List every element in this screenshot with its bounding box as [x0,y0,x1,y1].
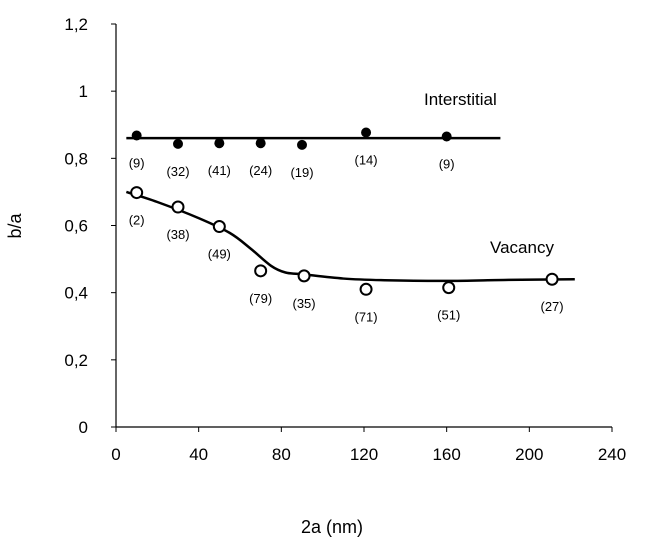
interstitial-count-label: (32) [166,164,189,179]
count-labels: (9) (32) (41) (24) (19) (14) (9) (2) (38) (49) (79… [129,152,564,324]
interstitial-count-label: (24) [249,163,272,178]
x-tick-label: 40 [189,445,208,464]
vacancy-point [212,220,226,234]
x-axis-label: 2a (nm) [301,517,363,537]
interstitial-count-label: (14) [355,152,378,167]
interstitial-count-label: (19) [290,165,313,180]
vacancy-point [130,186,144,200]
vacancy-count-label: (38) [166,227,189,242]
vacancy-point [442,281,456,295]
interstitial-count-label: (9) [129,155,145,170]
vacancy-point [297,269,311,283]
y-axis-label: b/a [5,213,25,239]
vacancy-point [171,200,185,214]
vacancy-point [254,264,268,278]
vacancy-count-label: (71) [355,309,378,324]
x-tick-label: 80 [272,445,291,464]
vacancy-count-label: (79) [249,291,272,306]
series-label-interstitial: Interstitial [424,90,497,109]
interstitial-point [131,130,142,141]
interstitial-count-label: (41) [208,163,231,178]
x-tick-label: 200 [515,445,543,464]
y-tick-label: 0,8 [64,149,88,168]
axes [115,24,612,428]
vacancy-count-label: (27) [541,299,564,314]
interstitial-point [255,138,266,149]
series-label-vacancy: Vacancy [490,238,554,257]
x-tick-label: 160 [432,445,460,464]
fit-lines [125,136,575,283]
tick-labels: 0 40 80 120 160 200 240 0 0,2 0,4 0,6 0,8 1 1,2 [64,15,626,464]
interstitial-point [214,138,225,149]
vacancy-count-label: (51) [437,308,460,323]
y-tick-label: 1,2 [64,15,88,34]
y-tick-label: 0,4 [64,284,88,303]
x-tick-label: 120 [350,445,378,464]
y-tick-label: 0,6 [64,217,88,236]
data-points [130,127,559,296]
y-tick-label: 0,2 [64,351,88,370]
y-tick-label: 0 [79,418,88,437]
vacancy-point [545,272,559,286]
vacancy-count-label: (2) [129,213,145,228]
interstitial-point [441,131,452,142]
fit-line-vacancy [125,190,575,283]
interstitial-point [173,138,183,149]
x-tick-label: 0 [111,445,120,464]
vacancy-count-label: (35) [293,296,316,311]
vacancy-count-label: (49) [208,247,231,262]
y-tick-label: 1 [79,82,88,101]
interstitial-point [361,127,372,138]
interstitial-count-label: (9) [439,157,455,172]
x-tick-label: 240 [598,445,626,464]
interstitial-point [297,139,307,150]
vacancy-point [359,282,373,296]
